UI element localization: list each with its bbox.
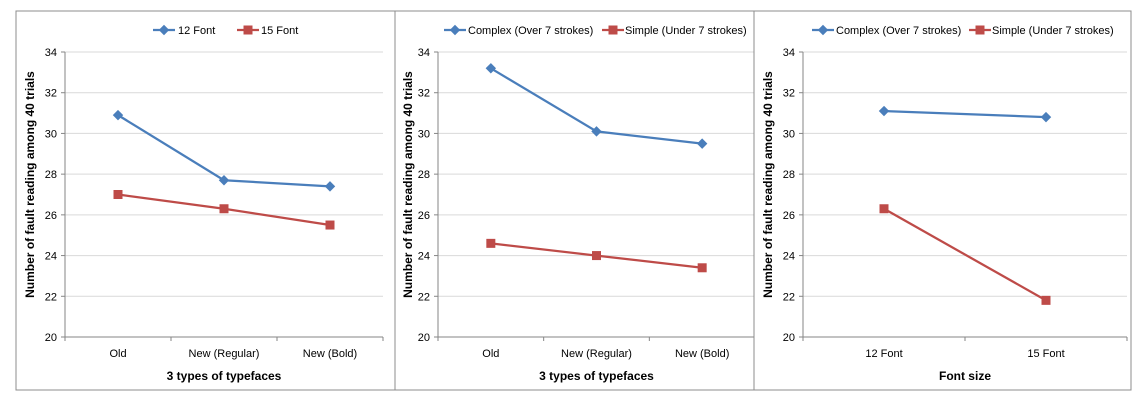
x-axis-title: 3 types of typefaces xyxy=(167,369,282,383)
y-tick-label: 20 xyxy=(783,332,795,344)
data-point xyxy=(592,251,601,261)
chart-panel-1: 20 22 24 26 28 30 32 34 Old New (Regular) New (Bol… xyxy=(15,10,396,391)
data-point xyxy=(113,190,123,199)
y-tick-label: 22 xyxy=(783,291,795,303)
y-tick-label: 34 xyxy=(45,47,57,59)
legend-marker xyxy=(608,25,618,35)
series-line xyxy=(883,207,1047,302)
legend-entry: Simple (Under 7 strokes) xyxy=(969,25,1114,37)
data-point xyxy=(219,204,229,214)
x-tick-label: 15 Font xyxy=(1027,348,1064,360)
y-tick-label: 30 xyxy=(45,128,57,140)
legend-label: Simple (Under 7 strokes) xyxy=(625,25,747,37)
data-point xyxy=(324,181,336,192)
data-point xyxy=(591,126,602,137)
legend-label: Complex (Over 7 strokes) xyxy=(836,25,961,37)
series-1 xyxy=(112,109,336,192)
data-point xyxy=(696,138,708,149)
y-tick-label: 22 xyxy=(45,291,57,303)
data-point xyxy=(697,263,707,273)
x-tick-label: New (Regular) xyxy=(561,348,632,360)
y-tick-label: 26 xyxy=(783,210,795,222)
y-tick-label: 24 xyxy=(45,251,57,263)
x-axis-title: 3 types of typefaces xyxy=(539,369,654,383)
y-axis-title: Number of fault reading among 40 trials xyxy=(401,71,415,298)
legend-marker xyxy=(817,24,829,36)
y-tick-label: 22 xyxy=(418,291,430,303)
x-axis-title: Font size xyxy=(939,369,991,383)
legend-label: 12 Font xyxy=(178,25,215,37)
data-point xyxy=(112,109,124,121)
x-tick-label: Old xyxy=(109,348,126,360)
y-tick-label: 30 xyxy=(783,128,795,140)
data-point xyxy=(218,175,230,186)
x-tick-label: 12 Font xyxy=(865,348,902,360)
y-tick-label: 32 xyxy=(783,88,795,100)
series-2 xyxy=(486,238,707,273)
legend-marker xyxy=(975,25,985,35)
y-tick-label: 28 xyxy=(418,169,430,181)
data-point xyxy=(325,220,335,230)
data-point xyxy=(1040,111,1052,123)
legend-entry: 12 Font xyxy=(153,24,215,37)
x-tick-label: Old xyxy=(482,348,499,360)
y-tick-label: 26 xyxy=(45,210,57,222)
data-point xyxy=(879,204,889,214)
y-tick-label: 34 xyxy=(418,47,430,59)
y-tick-label: 24 xyxy=(418,251,430,263)
y-tick-label: 20 xyxy=(45,332,57,344)
panel-border xyxy=(15,10,396,391)
y-tick-label: 28 xyxy=(783,169,795,181)
legend-entry: 15 Font xyxy=(237,25,298,37)
legend-marker xyxy=(158,24,170,36)
legend-label: 15 Font xyxy=(261,25,298,37)
data-point xyxy=(485,63,497,74)
y-tick-label: 34 xyxy=(783,47,795,59)
legend-entry: Simple (Under 7 strokes) xyxy=(602,25,747,37)
y-tick-label: 28 xyxy=(45,169,57,181)
y-tick-label: 32 xyxy=(418,88,430,100)
series-line xyxy=(883,109,1047,119)
series-1 xyxy=(485,63,708,149)
chart-panel-2: 20 22 24 26 28 30 32 34 Old New (Regular) New (Bol… xyxy=(394,10,756,391)
series-1 xyxy=(878,105,1052,123)
legend-label: Simple (Under 7 strokes) xyxy=(992,25,1114,37)
series-2 xyxy=(113,190,335,230)
series-2 xyxy=(879,204,1051,305)
legend-label: Complex (Over 7 strokes) xyxy=(468,25,593,37)
y-tick-label: 26 xyxy=(418,210,430,222)
legend-entry: Complex (Over 7 strokes) xyxy=(444,24,593,37)
panel-border xyxy=(394,10,755,391)
x-tick-label: New (Bold) xyxy=(675,348,729,360)
legend-marker xyxy=(243,25,253,35)
data-point xyxy=(878,105,890,117)
panel-border xyxy=(753,10,1132,391)
data-point xyxy=(486,238,496,248)
x-tick-label: New (Regular) xyxy=(189,348,260,360)
y-tick-label: 30 xyxy=(418,128,430,140)
chart-panel-3: 20 22 24 26 28 30 32 34 12 Font 15 Font Font size N… xyxy=(753,10,1132,391)
y-tick-label: 24 xyxy=(783,251,795,263)
legend-marker xyxy=(449,24,461,36)
y-tick-label: 32 xyxy=(45,88,57,100)
y-axis-title: Number of fault reading among 40 trials xyxy=(761,71,775,298)
y-axis-title: Number of fault reading among 40 trials xyxy=(23,71,37,298)
y-tick-label: 20 xyxy=(418,332,430,344)
legend-entry: Complex (Over 7 strokes) xyxy=(812,24,961,37)
data-point xyxy=(1041,295,1051,305)
x-tick-label: New (Bold) xyxy=(303,348,357,360)
